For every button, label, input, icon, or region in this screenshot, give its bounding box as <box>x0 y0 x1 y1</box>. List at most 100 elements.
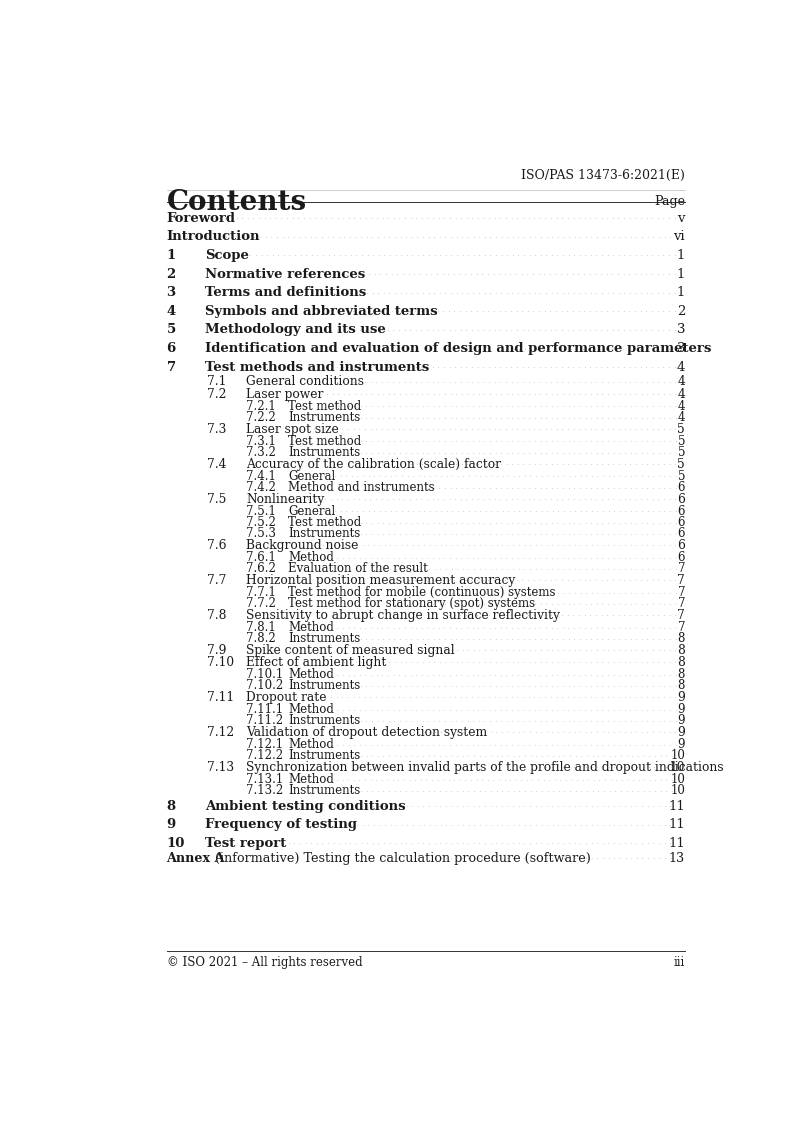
Text: 11: 11 <box>668 837 685 849</box>
Text: 7.11: 7.11 <box>207 691 234 703</box>
Text: Dropout rate: Dropout rate <box>247 691 327 703</box>
Text: 8: 8 <box>167 800 176 812</box>
Text: Instruments: Instruments <box>288 784 361 798</box>
Text: 5: 5 <box>167 323 176 337</box>
Text: 7.5.1: 7.5.1 <box>247 505 276 517</box>
Text: 5: 5 <box>677 447 685 459</box>
Text: 6: 6 <box>677 481 685 494</box>
Text: © ISO 2021 – All rights reserved: © ISO 2021 – All rights reserved <box>167 956 362 969</box>
Text: 11: 11 <box>668 800 685 812</box>
Text: Test methods and instruments: Test methods and instruments <box>205 360 430 374</box>
Text: 7.5.3: 7.5.3 <box>247 527 277 541</box>
Text: 9: 9 <box>677 726 685 739</box>
Text: 13: 13 <box>669 852 685 865</box>
Text: Instruments: Instruments <box>288 715 361 727</box>
Text: 8: 8 <box>678 680 685 692</box>
Text: Page: Page <box>654 195 685 208</box>
Text: 7.13.1: 7.13.1 <box>247 773 284 787</box>
Text: 9: 9 <box>677 703 685 716</box>
Text: 6: 6 <box>677 505 685 517</box>
Text: 9: 9 <box>677 738 685 751</box>
Text: 9: 9 <box>677 715 685 727</box>
Text: 6: 6 <box>677 539 685 552</box>
Text: 7.4: 7.4 <box>207 458 226 470</box>
Text: Foreword: Foreword <box>167 212 236 224</box>
Text: 7.12.2: 7.12.2 <box>247 749 284 763</box>
Text: 9: 9 <box>677 691 685 703</box>
Text: Effect of ambient light: Effect of ambient light <box>247 656 387 669</box>
Text: General conditions: General conditions <box>247 376 364 388</box>
Text: Annex A: Annex A <box>167 852 225 865</box>
Text: 7: 7 <box>677 620 685 634</box>
Text: Instruments: Instruments <box>288 447 361 459</box>
Text: 4: 4 <box>677 412 685 424</box>
Text: Instruments: Instruments <box>288 749 361 763</box>
Text: 10: 10 <box>167 837 185 849</box>
Text: 7: 7 <box>677 586 685 599</box>
Text: 6: 6 <box>677 551 685 564</box>
Text: Test method for stationary (spot) systems: Test method for stationary (spot) system… <box>288 597 535 610</box>
Text: Instruments: Instruments <box>288 633 361 645</box>
Text: 3: 3 <box>676 323 685 337</box>
Text: 7.13: 7.13 <box>207 761 234 774</box>
Text: 8: 8 <box>678 668 685 681</box>
Text: 10: 10 <box>670 773 685 787</box>
Text: Method: Method <box>288 620 334 634</box>
Text: Laser spot size: Laser spot size <box>247 423 339 435</box>
Text: General: General <box>288 470 335 482</box>
Text: 7.10.1: 7.10.1 <box>247 668 284 681</box>
Text: Validation of dropout detection system: Validation of dropout detection system <box>247 726 488 739</box>
Text: 7.11.2: 7.11.2 <box>247 715 284 727</box>
Text: 8: 8 <box>678 633 685 645</box>
Text: 5: 5 <box>677 435 685 448</box>
Text: 1: 1 <box>167 249 176 261</box>
Text: 11: 11 <box>668 818 685 831</box>
Text: 7.12: 7.12 <box>207 726 234 739</box>
Text: 6: 6 <box>677 516 685 530</box>
Text: 7.4.2: 7.4.2 <box>247 481 276 494</box>
Text: Evaluation of the result: Evaluation of the result <box>288 562 428 576</box>
Text: 7.7: 7.7 <box>207 573 226 587</box>
Text: 7.5: 7.5 <box>207 493 226 506</box>
Text: 4: 4 <box>677 388 685 401</box>
Text: Nonlinearity: Nonlinearity <box>247 493 324 506</box>
Text: 7.7.1: 7.7.1 <box>247 586 276 599</box>
Text: Normative references: Normative references <box>205 267 366 280</box>
Text: 1: 1 <box>676 249 685 261</box>
Text: Contents: Contents <box>167 188 307 215</box>
Text: Instruments: Instruments <box>288 412 361 424</box>
Text: Accuracy of the calibration (scale) factor: Accuracy of the calibration (scale) fact… <box>247 458 501 470</box>
Text: 2: 2 <box>167 267 176 280</box>
Text: 10: 10 <box>670 784 685 798</box>
Text: 7: 7 <box>677 597 685 610</box>
Text: 7.5.2: 7.5.2 <box>247 516 276 530</box>
Text: Symbols and abbreviated terms: Symbols and abbreviated terms <box>205 305 438 318</box>
Text: Instruments: Instruments <box>288 680 361 692</box>
Text: 2: 2 <box>676 305 685 318</box>
Text: 7.8.1: 7.8.1 <box>247 620 276 634</box>
Text: 7.8.2: 7.8.2 <box>247 633 276 645</box>
Text: 7.3.1: 7.3.1 <box>247 435 276 448</box>
Text: 7.6: 7.6 <box>207 539 226 552</box>
Text: 10: 10 <box>670 749 685 763</box>
Text: (informative) Testing the calculation procedure (software): (informative) Testing the calculation pr… <box>215 852 591 865</box>
Text: Test method: Test method <box>288 516 362 530</box>
Text: Method and instruments: Method and instruments <box>288 481 435 494</box>
Text: 7.8: 7.8 <box>207 609 226 622</box>
Text: vi: vi <box>673 230 685 243</box>
Text: Ambient testing conditions: Ambient testing conditions <box>205 800 406 812</box>
Text: 7.3.2: 7.3.2 <box>247 447 276 459</box>
Text: Horizontal position measurement accuracy: Horizontal position measurement accuracy <box>247 573 515 587</box>
Text: Method: Method <box>288 738 334 751</box>
Text: 7.2.1: 7.2.1 <box>247 399 276 413</box>
Text: 10: 10 <box>669 761 685 774</box>
Text: 7: 7 <box>677 609 685 622</box>
Text: v: v <box>677 212 685 224</box>
Text: 4: 4 <box>677 376 685 388</box>
Text: 7.9: 7.9 <box>207 644 226 656</box>
Text: Method: Method <box>288 668 334 681</box>
Text: Background noise: Background noise <box>247 539 358 552</box>
Text: Method: Method <box>288 773 334 787</box>
Text: 4: 4 <box>676 360 685 374</box>
Text: 4: 4 <box>167 305 176 318</box>
